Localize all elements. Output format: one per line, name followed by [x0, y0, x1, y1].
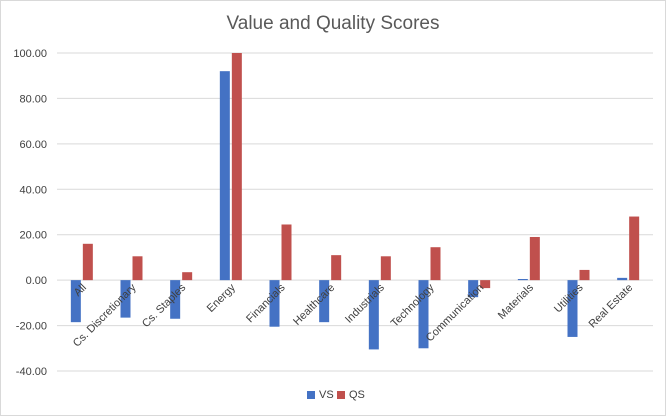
- x-category-label: Technology: [389, 281, 437, 329]
- bar-vs-healthcare: [319, 280, 330, 323]
- y-tick-label: 80.00: [19, 93, 47, 105]
- y-tick-label: -20.00: [16, 321, 47, 333]
- bar-qs-real-estate: [629, 216, 640, 281]
- y-axis-ticks: 100.00 80.00 60.00 40.00 20.00 0.00 -20.00 -40.…: [13, 48, 47, 378]
- bar-vs-technology: [418, 280, 429, 349]
- bar-vs-cs-staples: [170, 280, 181, 319]
- bar-qs-technology: [430, 247, 441, 281]
- bar-vs-communication: [468, 280, 479, 298]
- legend-label: QS: [349, 389, 365, 401]
- y-tick-label: 20.00: [19, 230, 47, 242]
- bar-vs-materials: [517, 279, 528, 281]
- bars: [70, 53, 640, 350]
- legend: VS QS: [307, 389, 365, 401]
- bar-qs-financials: [281, 224, 292, 281]
- legend-swatch: [307, 391, 315, 399]
- x-category-label: Financials: [244, 281, 288, 325]
- bar-vs-energy: [219, 71, 230, 281]
- bar-vs-cs-discretionary: [120, 280, 131, 318]
- bar-vs-all: [70, 280, 81, 323]
- bar-qs-cs-discretionary: [132, 256, 143, 281]
- bar-vs-industrials: [368, 280, 379, 350]
- y-tick-label: 100.00: [13, 48, 47, 60]
- bar-qs-cs-staples: [182, 272, 193, 281]
- bar-qs-healthcare: [331, 255, 342, 281]
- x-category-label: Cs. Staples: [140, 281, 189, 330]
- x-category-label: Energy: [205, 281, 238, 314]
- bar-vs-utilities: [567, 280, 578, 337]
- x-category-label: Healthcare: [291, 282, 337, 328]
- bar-qs-all: [82, 243, 93, 281]
- legend-swatch: [337, 391, 345, 399]
- bar-vs-financials: [269, 280, 280, 327]
- x-category-label: Materials: [496, 281, 536, 321]
- bar-qs-energy: [231, 53, 242, 281]
- bar-qs-materials: [529, 236, 540, 281]
- legend-label: VS: [319, 389, 334, 401]
- gridlines: [57, 52, 653, 372]
- chart-title: Value and Quality Scores: [227, 13, 440, 34]
- x-category-label: Real Estate: [587, 282, 636, 331]
- bar-qs-communication: [480, 280, 491, 289]
- bar-qs-utilities: [579, 269, 590, 281]
- y-tick-label: 40.00: [19, 184, 47, 196]
- y-tick-label: 60.00: [19, 139, 47, 151]
- y-tick-label: -40.00: [16, 366, 47, 378]
- x-category-label: Industrials: [343, 281, 387, 325]
- bar-vs-real-estate: [617, 277, 628, 281]
- bar-qs-industrials: [380, 256, 391, 281]
- y-tick-label: 0.00: [26, 275, 47, 287]
